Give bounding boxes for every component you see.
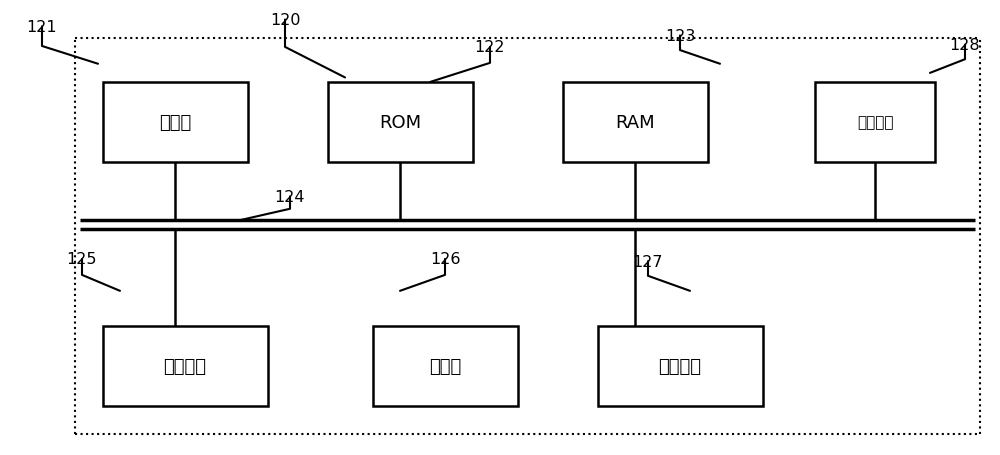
Text: 121: 121 <box>27 20 57 35</box>
Text: 124: 124 <box>275 190 305 204</box>
Text: 128: 128 <box>950 38 980 53</box>
Bar <box>815 83 935 163</box>
Bar <box>372 327 518 406</box>
Text: 接口单元: 接口单元 <box>857 116 893 130</box>
Text: 123: 123 <box>665 29 695 44</box>
Text: 存储器: 存储器 <box>159 114 191 132</box>
Bar <box>562 83 708 163</box>
Bar <box>103 327 268 406</box>
Bar <box>598 327 763 406</box>
Text: RAM: RAM <box>615 114 655 132</box>
Text: 122: 122 <box>475 40 505 55</box>
Text: 127: 127 <box>633 254 663 269</box>
Text: 处理器: 处理器 <box>429 357 461 375</box>
Text: 126: 126 <box>430 252 460 267</box>
Bar <box>328 83 473 163</box>
Bar <box>103 83 248 163</box>
Text: 显示装置: 显示装置 <box>658 357 702 375</box>
Text: ROM: ROM <box>379 114 421 132</box>
Text: 输入装置: 输入装置 <box>164 357 207 375</box>
Text: 120: 120 <box>270 13 300 28</box>
Text: 125: 125 <box>67 252 97 267</box>
